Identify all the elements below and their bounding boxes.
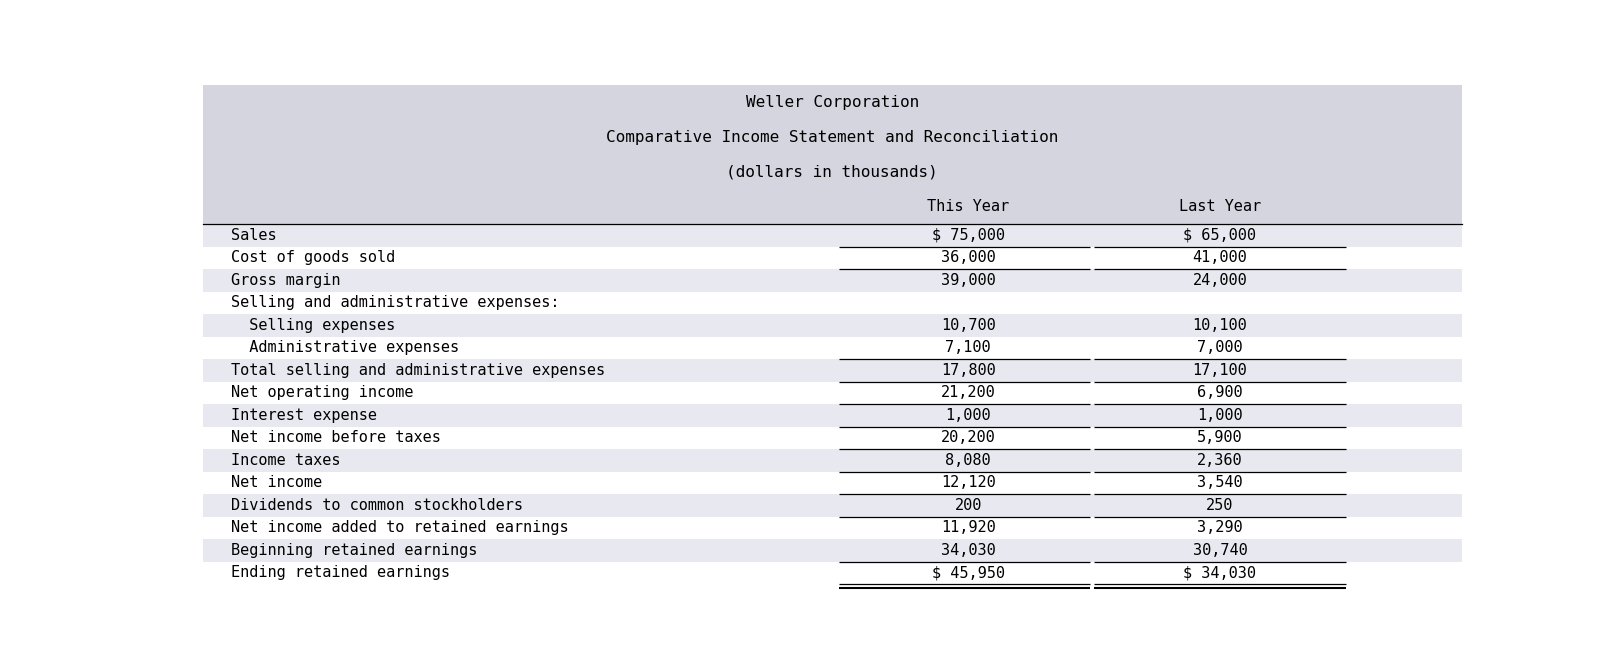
Text: Net income: Net income [230, 476, 321, 490]
Text: 2,360: 2,360 [1196, 453, 1242, 468]
Text: Net income before taxes: Net income before taxes [230, 430, 440, 446]
Text: Administrative expenses: Administrative expenses [230, 341, 459, 355]
Text: 5,900: 5,900 [1196, 430, 1242, 446]
Text: 30,740: 30,740 [1191, 543, 1246, 558]
Bar [203, 86, 1461, 224]
Text: Weller Corporation: Weller Corporation [745, 95, 919, 110]
Text: Dividends to common stockholders: Dividends to common stockholders [230, 498, 523, 513]
Text: Comparative Income Statement and Reconciliation: Comparative Income Statement and Reconci… [605, 130, 1058, 145]
Bar [203, 224, 1461, 246]
Text: 6,900: 6,900 [1196, 385, 1242, 400]
Text: Sales: Sales [230, 228, 276, 243]
Text: 17,100: 17,100 [1191, 363, 1246, 378]
Text: 1,000: 1,000 [1196, 408, 1242, 423]
Bar [203, 539, 1461, 562]
Text: $ 65,000: $ 65,000 [1183, 228, 1256, 243]
Text: 10,700: 10,700 [940, 318, 995, 333]
Text: Net income added to retained earnings: Net income added to retained earnings [230, 520, 568, 536]
Text: 36,000: 36,000 [940, 250, 995, 265]
Text: Gross margin: Gross margin [230, 273, 339, 288]
Text: (dollars in thousands): (dollars in thousands) [725, 164, 938, 180]
Text: This Year: This Year [927, 199, 1008, 214]
Text: Selling expenses: Selling expenses [230, 318, 394, 333]
Bar [203, 269, 1461, 292]
Text: 34,030: 34,030 [940, 543, 995, 558]
Text: 41,000: 41,000 [1191, 250, 1246, 265]
Text: $ 45,950: $ 45,950 [932, 566, 1005, 580]
Text: 1,000: 1,000 [945, 408, 990, 423]
Text: 250: 250 [1206, 498, 1233, 513]
Bar [203, 404, 1461, 427]
Text: 8,080: 8,080 [945, 453, 990, 468]
Text: 17,800: 17,800 [940, 363, 995, 378]
Bar [203, 359, 1461, 381]
Text: Selling and administrative expenses:: Selling and administrative expenses: [230, 295, 558, 311]
Text: 39,000: 39,000 [940, 273, 995, 288]
Text: Cost of goods sold: Cost of goods sold [230, 250, 394, 265]
Text: Last Year: Last Year [1178, 199, 1259, 214]
Text: 12,120: 12,120 [940, 476, 995, 490]
Text: Ending retained earnings: Ending retained earnings [230, 566, 450, 580]
Text: 11,920: 11,920 [940, 520, 995, 536]
Text: 3,540: 3,540 [1196, 476, 1242, 490]
Text: $ 75,000: $ 75,000 [932, 228, 1005, 243]
Text: 7,100: 7,100 [945, 341, 990, 355]
Text: 10,100: 10,100 [1191, 318, 1246, 333]
Text: Net operating income: Net operating income [230, 385, 412, 400]
Bar [203, 314, 1461, 337]
Text: 3,290: 3,290 [1196, 520, 1242, 536]
Text: Income taxes: Income taxes [230, 453, 339, 468]
Text: Total selling and administrative expenses: Total selling and administrative expense… [230, 363, 604, 378]
Text: Interest expense: Interest expense [230, 408, 377, 423]
Bar [203, 494, 1461, 517]
Text: 21,200: 21,200 [940, 385, 995, 400]
Text: 200: 200 [954, 498, 982, 513]
Text: 24,000: 24,000 [1191, 273, 1246, 288]
Text: Beginning retained earnings: Beginning retained earnings [230, 543, 477, 558]
Text: 7,000: 7,000 [1196, 341, 1242, 355]
Text: 20,200: 20,200 [940, 430, 995, 446]
Text: $ 34,030: $ 34,030 [1183, 566, 1256, 580]
Bar [203, 449, 1461, 472]
